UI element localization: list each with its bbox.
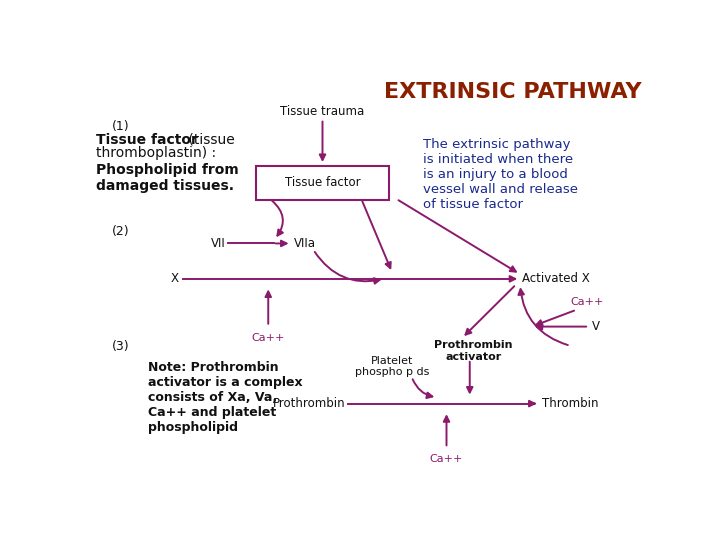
Text: Ca++: Ca++ <box>251 333 285 343</box>
Text: Ca++: Ca++ <box>570 297 604 307</box>
Text: Prothrombin: Prothrombin <box>273 397 346 410</box>
Text: (tissue: (tissue <box>184 132 235 146</box>
Text: X: X <box>171 272 179 285</box>
Text: (3): (3) <box>112 340 130 354</box>
Text: Ca++: Ca++ <box>430 454 463 464</box>
Text: VII: VII <box>211 237 225 250</box>
FancyBboxPatch shape <box>256 166 389 200</box>
Text: Tissue trauma: Tissue trauma <box>280 105 364 118</box>
Text: damaged tissues.: damaged tissues. <box>96 179 234 193</box>
Text: (1): (1) <box>112 120 130 133</box>
Text: Platelet
phospho p ds: Platelet phospho p ds <box>355 356 429 377</box>
Text: Tissue factor: Tissue factor <box>96 132 198 146</box>
Text: Prothrombin
activator: Prothrombin activator <box>434 340 513 362</box>
Text: VIIa: VIIa <box>294 237 316 250</box>
Text: V: V <box>593 320 600 333</box>
Text: Thrombin: Thrombin <box>542 397 598 410</box>
Text: (2): (2) <box>112 225 130 238</box>
Text: Activated X: Activated X <box>523 272 590 285</box>
Text: Note: Prothrombin
activator is a complex
consists of Xa, Va,
Ca++ and platelet
p: Note: Prothrombin activator is a complex… <box>148 361 302 434</box>
Text: EXTRINSIC PATHWAY: EXTRINSIC PATHWAY <box>384 82 642 102</box>
Text: Tissue factor: Tissue factor <box>284 176 360 189</box>
Text: Phospholipid from: Phospholipid from <box>96 164 239 177</box>
Text: thromboplastin) :: thromboplastin) : <box>96 146 216 160</box>
Text: The extrinsic pathway
is initiated when there
is an injury to a blood
vessel wal: The extrinsic pathway is initiated when … <box>423 138 578 211</box>
